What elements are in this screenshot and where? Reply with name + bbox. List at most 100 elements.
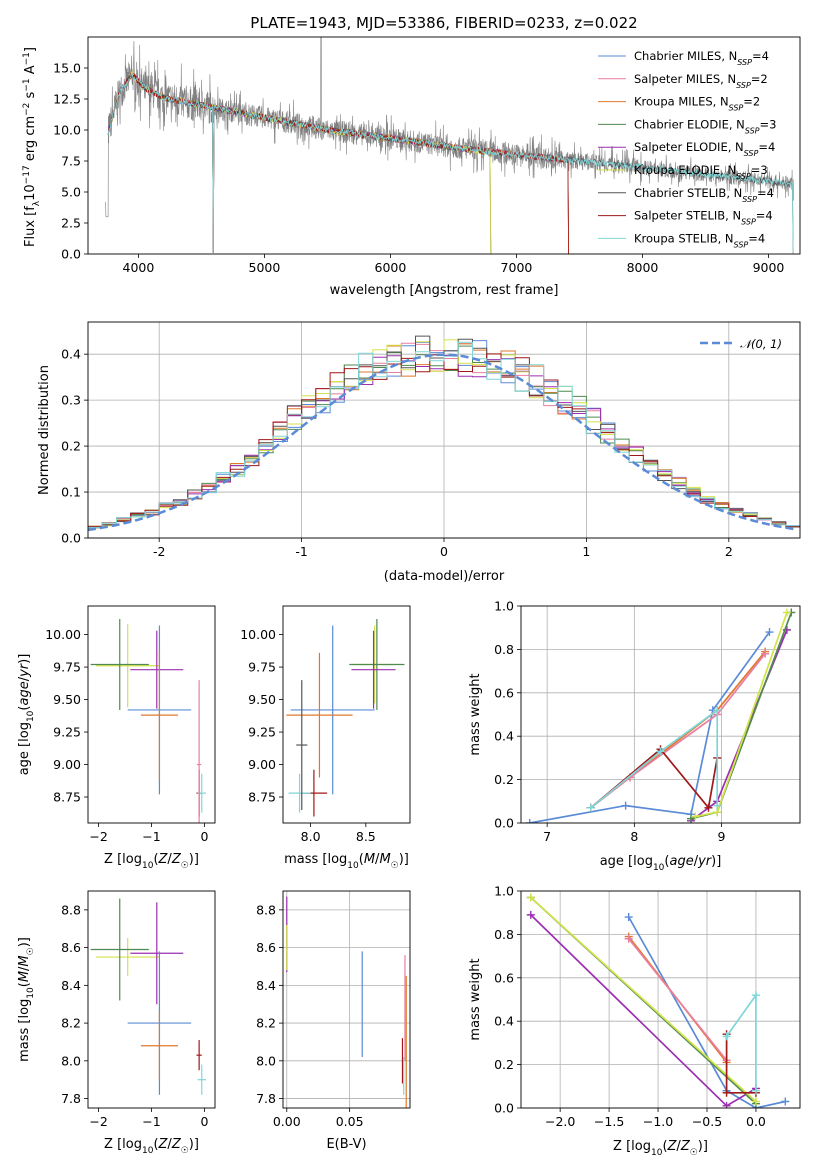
y-tick-label: 8.6: [256, 940, 276, 955]
series-line: [725, 992, 757, 1091]
data-point: [722, 1032, 731, 1041]
x-tick-label: 1: [582, 544, 590, 559]
x-axis-label: mass [log10(M/M☉)]: [284, 852, 409, 871]
data-point: [781, 1097, 790, 1106]
y-axis-label-part: age [log: [17, 722, 32, 775]
y-axis-label: age [log10(age/yr)]: [17, 654, 36, 776]
series-line: [590, 747, 719, 810]
x-tick-label: 2: [725, 544, 733, 559]
y-axis-label-part: 10: [26, 710, 36, 722]
x-axis-label-part: 10: [347, 861, 359, 871]
y-tick-label: 5.0: [61, 185, 81, 200]
y-tick-label: 9.25: [248, 725, 276, 740]
y-tick-label: 9.00: [248, 757, 276, 772]
x-axis-label: (data-model)/error: [384, 569, 505, 584]
x-axis-label-part: (: [153, 1137, 158, 1152]
legend-series-name: Kroupa ELODIE, N: [634, 163, 736, 177]
x-axis-label: Z [log10(Z/Z☉)]: [104, 1137, 199, 1156]
y-axis-label-part: 10: [23, 184, 38, 201]
x-tick-label: −0.5: [692, 1114, 722, 1129]
residuals-frame: [87, 321, 801, 539]
legend-nssp: =4: [756, 209, 773, 223]
x-axis-label: age [log10(age/yr)]: [600, 854, 722, 873]
data-point: [751, 1097, 760, 1106]
y-axis-label-part: Flux [f: [23, 206, 38, 247]
y-axis-label-part: −2: [22, 103, 32, 116]
legend-sub: SSP: [741, 217, 756, 226]
y-tick-label: 0.0: [494, 816, 514, 831]
legend-sub: SSP: [737, 58, 752, 67]
x-tick-label: 5000: [249, 260, 281, 275]
x-axis-label-part: )]: [189, 1137, 199, 1152]
age-vs-Z-plot: [90, 618, 207, 823]
x-axis-label: Z [log10(Z/Z☉)]: [613, 1139, 708, 1158]
legend-nssp: =3: [760, 117, 777, 131]
x-axis-label: wavelength [Angstrom, rest frame]: [330, 283, 559, 298]
series-line: [529, 631, 771, 823]
weight-vs-age-plot: [525, 608, 796, 823]
x-tick-label: −2: [89, 829, 107, 844]
x-axis-label-part: )]: [698, 1139, 708, 1154]
x-axis-label-part: age [log: [600, 854, 653, 869]
y-tick-label: 8.75: [53, 790, 81, 805]
legend-series-name: Kroupa MILES, N: [634, 95, 729, 109]
y-tick-label: 9.50: [53, 692, 81, 707]
y-axis-label-part: yr: [17, 662, 32, 678]
y-tick-label: 8.8: [61, 902, 81, 917]
y-tick-label: 8.8: [256, 902, 276, 917]
y-tick-label: 8.75: [248, 790, 276, 805]
legend-nssp: =4: [748, 231, 765, 245]
x-axis-label-part: Z [log: [613, 1139, 651, 1154]
y-tick-label: 1.0: [494, 884, 514, 899]
x-tick-label: 6000: [375, 260, 407, 275]
x-tick-label: 0.00: [273, 1114, 301, 1129]
y-tick-label: 8.4: [61, 978, 81, 993]
legend-nssp: =4: [757, 186, 774, 200]
y-axis-label-part: /: [17, 966, 32, 971]
data-point: [525, 819, 534, 823]
data-point: [687, 814, 696, 823]
x-tick-label: 0: [440, 544, 448, 559]
x-axis-label-part: )]: [711, 854, 721, 869]
y-tick-label: 1.0: [494, 599, 514, 614]
legend-nssp: =4: [758, 140, 775, 154]
legend-nssp: =2: [751, 72, 768, 86]
x-tick-label: 0.0: [746, 1114, 766, 1129]
x-axis-label-part: ☉: [391, 861, 399, 871]
data-point: [586, 803, 595, 812]
series-line: [725, 1034, 756, 1094]
x-tick-label: 0: [200, 1114, 208, 1129]
y-axis-label-part: ]: [23, 47, 38, 52]
y-axis-label-part: age: [17, 681, 32, 705]
x-tick-label: -1: [295, 544, 307, 559]
y-axis-label-part: 10: [26, 987, 36, 999]
legend-sub: SSP: [736, 172, 751, 181]
x-axis-label-part: (: [662, 1139, 667, 1154]
legend-sub: SSP: [734, 240, 749, 249]
x-tick-label: 8.0: [301, 829, 321, 844]
x-tick-label: 7000: [501, 260, 533, 275]
y-tick-label: 10.0: [53, 123, 81, 138]
y-axis-label-part: )]: [17, 654, 32, 664]
y-tick-label: 0.8: [494, 927, 514, 942]
y-tick-label: 9.50: [248, 692, 276, 707]
age-vs-mass-plot: [286, 618, 405, 817]
series-line: [590, 653, 766, 809]
series-line: [628, 938, 728, 1061]
y-axis-label-part: M: [17, 955, 32, 966]
x-axis-label-part: Z [log: [104, 852, 142, 867]
age-vs-Z-frame: [87, 605, 216, 824]
y-tick-label: 0.2: [494, 772, 514, 787]
x-tick-label: -2: [153, 544, 165, 559]
x-axis-label-part: M: [379, 852, 390, 867]
data-point: [526, 893, 535, 902]
y-axis-label-part: (: [17, 706, 32, 711]
x-axis-label-part: Z: [171, 852, 182, 867]
spectrum-plot: [105, 37, 794, 254]
y-axis-label: Flux [fλ10−17 erg cm−2 s−1 A−1]: [22, 47, 42, 247]
y-axis-label-part: λ: [32, 200, 42, 206]
weight-vs-Z-plot: [526, 893, 790, 1108]
mass-vs-EBV-plot: [286, 896, 407, 1108]
data-point: [765, 628, 774, 637]
y-tick-label: 10.00: [45, 627, 81, 642]
